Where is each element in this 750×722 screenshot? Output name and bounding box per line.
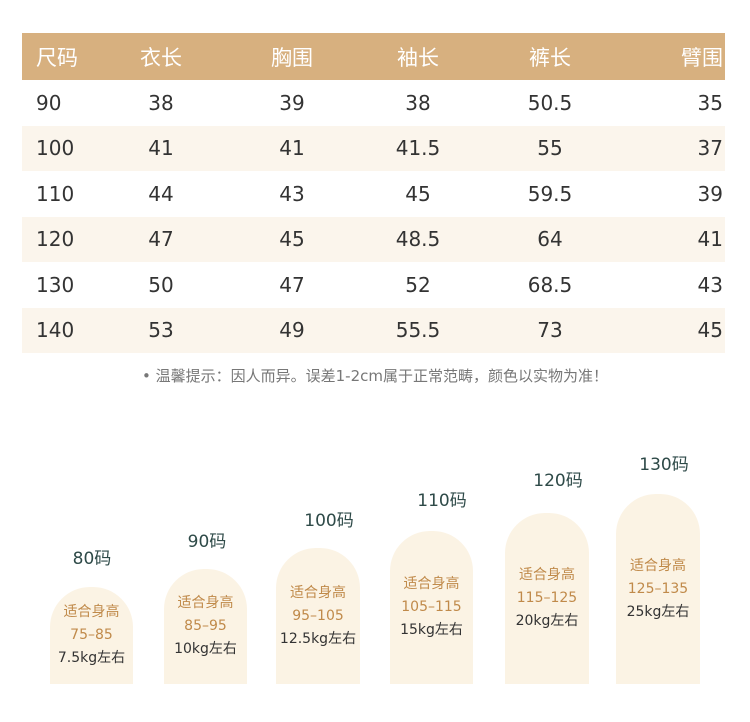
table-cell: 37 — [697, 136, 723, 161]
size-card-100: 适合身高 95–105 12.5kg左右 — [276, 548, 360, 684]
table-cell: 130 — [36, 272, 75, 297]
weight-label: 10kg左右 — [174, 641, 237, 657]
table-cell: 44 — [148, 181, 174, 206]
table-cell: 48.5 — [395, 227, 441, 252]
size-label-80: 80码 — [72, 549, 112, 569]
header-cell-arm: 臂围 — [681, 45, 723, 70]
table-cell: 45 — [279, 227, 305, 252]
table-cell: 47 — [279, 272, 305, 297]
header-cell-length: 衣长 — [140, 45, 182, 70]
table-cell: 55.5 — [395, 318, 441, 343]
size-label-120: 120码 — [533, 471, 583, 491]
table-cell: 73 — [537, 318, 563, 343]
table-cell: 41.5 — [395, 136, 441, 161]
size-label-110: 110码 — [417, 491, 467, 511]
table-cell: 47 — [148, 227, 174, 252]
weight-label: 12.5kg左右 — [279, 630, 357, 647]
size-card-80: 适合身高 75–85 7.5kg左右 — [50, 587, 133, 684]
table-cell: 120 — [36, 227, 75, 252]
header-cell-size: 尺码 — [36, 45, 78, 70]
header-cell-chest: 胸围 — [271, 45, 313, 70]
size-label-100: 100码 — [304, 511, 354, 531]
fit-label: 适合身高 — [177, 595, 234, 611]
fit-label: 适合身高 — [290, 584, 346, 601]
size-card-110: 适合身高 105–115 15kg左右 — [390, 531, 473, 684]
table-row: 120 47 45 48.5 64 41 — [22, 216, 725, 262]
fit-label: 适合身高 — [630, 557, 686, 574]
height-range: 75–85 — [70, 627, 113, 643]
table-cell: 68.5 — [527, 272, 573, 297]
height-range: 115–125 — [516, 590, 578, 606]
table-cell: 100 — [36, 136, 75, 161]
table-row: 130 50 47 52 68.5 43 — [22, 262, 725, 308]
table-row: 110 44 43 45 59.5 39 — [22, 171, 725, 217]
table-cell: 39 — [697, 181, 723, 206]
size-label-90: 90码 — [187, 532, 227, 552]
weight-label: 25kg左右 — [626, 603, 690, 620]
size-label-130: 130码 — [639, 455, 689, 475]
header-cell-sleeve: 袖长 — [397, 45, 439, 70]
table-row: 100 41 41 41.5 55 37 — [22, 125, 725, 171]
height-range: 95–105 — [292, 607, 344, 624]
height-range: 85–95 — [184, 618, 227, 634]
size-card-120: 适合身高 115–125 20kg左右 — [505, 513, 589, 684]
table-cell: 90 — [36, 90, 62, 115]
header-cell-pants: 裤长 — [529, 45, 571, 70]
table-row: 90 38 39 38 50.5 35 — [22, 80, 725, 126]
table-cell: 39 — [279, 90, 305, 115]
table-cell: 38 — [148, 90, 174, 115]
table-cell: 110 — [36, 181, 75, 206]
fit-label: 适合身高 — [519, 567, 575, 583]
table-cell: 41 — [148, 136, 174, 161]
height-range: 105–115 — [401, 599, 462, 615]
table-cell: 50 — [148, 272, 174, 297]
table-cell: 41 — [697, 227, 723, 252]
table-cell: 38 — [405, 90, 431, 115]
size-card-130: 适合身高 125–135 25kg左右 — [616, 494, 700, 684]
table-row: 140 53 49 55.5 73 45 — [22, 307, 725, 353]
table-cell: 59.5 — [527, 181, 573, 206]
table-cell: 64 — [537, 227, 563, 252]
table-cell: 140 — [36, 318, 75, 343]
tip-note: • 温馨提示：因人而异。误差1-2cm属于正常范畴，颜色以实物为准！ — [142, 367, 608, 385]
weight-label: 20kg左右 — [515, 613, 579, 629]
table-cell: 50.5 — [527, 90, 573, 115]
table-cell: 53 — [148, 318, 174, 343]
fit-label: 适合身高 — [403, 576, 460, 592]
weight-label: 15kg左右 — [400, 622, 463, 638]
table-cell: 43 — [279, 181, 305, 206]
size-table: 尺码 衣长 胸围 袖长 裤长 臂围 90 38 39 38 50.5 35 10… — [22, 33, 725, 353]
table-cell: 45 — [697, 318, 723, 343]
table-cell: 52 — [405, 272, 431, 297]
table-cell: 43 — [697, 272, 723, 297]
table-cell: 49 — [279, 318, 305, 343]
size-card-90: 适合身高 85–95 10kg左右 — [164, 569, 247, 684]
fit-label: 适合身高 — [63, 604, 120, 620]
table-cell: 35 — [697, 90, 723, 115]
weight-label: 7.5kg左右 — [57, 650, 126, 666]
table-cell: 41 — [279, 136, 305, 161]
height-range: 125–135 — [627, 580, 689, 597]
table-header: 尺码 衣长 胸围 袖长 裤长 臂围 — [22, 33, 725, 80]
table-cell: 45 — [405, 181, 431, 206]
table-cell: 55 — [537, 136, 563, 161]
